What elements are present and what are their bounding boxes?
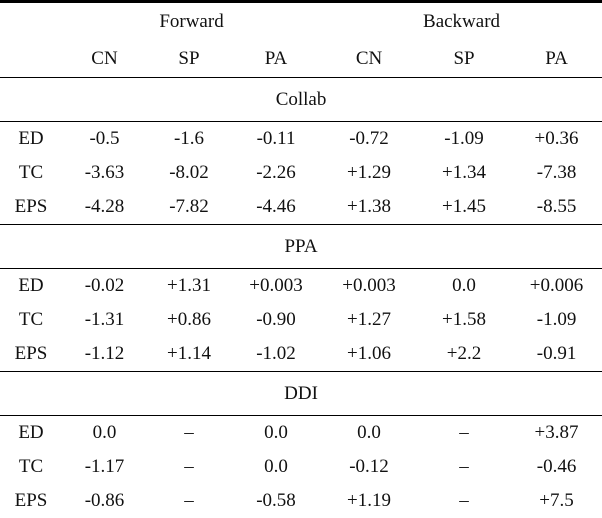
value-cell: -3.63 bbox=[84, 162, 125, 183]
subcolumn-header-row: CN SP PA CN SP PA bbox=[0, 41, 602, 78]
value-cell: -1.17 bbox=[84, 456, 125, 477]
value-cell: 0.0 bbox=[264, 456, 288, 477]
row-label: TC bbox=[18, 456, 44, 477]
section-title: Collab bbox=[0, 77, 602, 122]
column-group-backward: Backward bbox=[423, 11, 501, 32]
value-cell: +1.29 bbox=[347, 162, 392, 183]
table-row: EPS -4.28 -7.82 -4.46 +1.38 +1.45 -8.55 bbox=[0, 190, 602, 225]
row-label: ED bbox=[18, 275, 44, 296]
value-cell: -0.91 bbox=[511, 337, 602, 372]
row-label: ED bbox=[18, 422, 44, 443]
column-header-pa: PA bbox=[511, 41, 602, 78]
table-row: ED -0.5 -1.6 -0.11 -0.72 -1.09 +0.36 bbox=[0, 122, 602, 157]
table-row: EPS -1.12 +1.14 -1.02 +1.06 +2.2 -0.91 bbox=[0, 337, 602, 372]
table-row: ED -0.02 +1.31 +0.003 +0.003 0.0 +0.006 bbox=[0, 269, 602, 304]
value-cell: – bbox=[184, 456, 194, 477]
value-cell: -4.28 bbox=[62, 190, 147, 225]
value-cell: 0.0 bbox=[92, 422, 117, 443]
table-row: ED 0.0 – 0.0 0.0 – +3.87 bbox=[0, 416, 602, 451]
value-cell: – bbox=[459, 456, 469, 477]
value-cell: – bbox=[459, 422, 469, 443]
value-cell: -4.46 bbox=[231, 190, 322, 225]
value-cell: – bbox=[459, 490, 469, 511]
row-label: EPS bbox=[0, 190, 62, 225]
value-cell: -0.02 bbox=[84, 275, 125, 296]
value-cell: -0.46 bbox=[536, 456, 577, 477]
column-group-header-row: Forward Backward bbox=[0, 2, 602, 42]
value-cell: -0.90 bbox=[256, 309, 296, 330]
row-label: ED bbox=[18, 128, 44, 149]
value-cell: -1.31 bbox=[84, 309, 125, 330]
value-cell: -1.02 bbox=[231, 337, 322, 372]
value-cell: -7.82 bbox=[147, 190, 231, 225]
column-header-pa: PA bbox=[231, 41, 322, 78]
value-cell: – bbox=[184, 422, 194, 443]
value-cell: +0.006 bbox=[529, 275, 584, 296]
corner-spacer bbox=[0, 41, 62, 78]
value-cell: +0.003 bbox=[342, 275, 396, 296]
value-cell: -2.26 bbox=[256, 162, 296, 183]
section-title: PPA bbox=[0, 224, 602, 269]
column-header-sp: SP bbox=[417, 41, 512, 78]
corner-spacer bbox=[0, 2, 62, 42]
table-row: TC -1.31 +0.86 -0.90 +1.27 +1.58 -1.09 bbox=[0, 303, 602, 337]
value-cell: +1.31 bbox=[167, 275, 211, 296]
table-row: EPS -0.86 – -0.58 +1.19 – +7.5 bbox=[0, 484, 602, 518]
value-cell: 0.0 bbox=[357, 422, 381, 443]
value-cell: – bbox=[184, 490, 194, 511]
column-header-cn: CN bbox=[62, 41, 147, 78]
value-cell: -0.5 bbox=[89, 128, 120, 149]
value-cell: -0.12 bbox=[349, 456, 389, 477]
table-row: TC -1.17 – 0.0 -0.12 – -0.46 bbox=[0, 450, 602, 484]
value-cell: +1.58 bbox=[442, 309, 487, 330]
value-cell: 0.0 bbox=[452, 275, 476, 296]
value-cell: +0.003 bbox=[249, 275, 303, 296]
value-cell: -0.11 bbox=[256, 128, 296, 149]
section-title-row: DDI bbox=[0, 371, 602, 416]
value-cell: -1.6 bbox=[173, 128, 205, 149]
row-label: EPS bbox=[14, 490, 48, 511]
value-cell: -0.58 bbox=[256, 490, 296, 511]
value-cell: -1.09 bbox=[536, 309, 577, 330]
value-cell: +3.87 bbox=[534, 422, 579, 443]
row-label: EPS bbox=[0, 337, 62, 372]
row-label: TC bbox=[18, 162, 44, 183]
value-cell: +1.34 bbox=[442, 162, 487, 183]
value-cell: +1.06 bbox=[321, 337, 418, 372]
row-label: TC bbox=[18, 309, 44, 330]
value-cell: -1.12 bbox=[62, 337, 147, 372]
value-cell: +1.27 bbox=[347, 309, 392, 330]
value-cell: +1.14 bbox=[147, 337, 231, 372]
value-cell: +0.36 bbox=[534, 128, 579, 149]
table-row: TC -3.63 -8.02 -2.26 +1.29 +1.34 -7.38 bbox=[0, 156, 602, 190]
column-header-cn: CN bbox=[321, 41, 418, 78]
value-cell: +2.2 bbox=[417, 337, 512, 372]
value-cell: +1.45 bbox=[417, 190, 512, 225]
column-group-forward: Forward bbox=[159, 11, 224, 32]
value-cell: +7.5 bbox=[539, 490, 574, 511]
value-cell: -8.02 bbox=[169, 162, 209, 183]
section-title-row: PPA bbox=[0, 224, 602, 269]
section-title: DDI bbox=[0, 371, 602, 416]
value-cell: +0.86 bbox=[167, 309, 211, 330]
value-cell: -0.72 bbox=[349, 128, 389, 149]
value-cell: +1.19 bbox=[347, 490, 392, 511]
value-cell: -1.09 bbox=[444, 128, 484, 149]
value-cell: 0.0 bbox=[264, 422, 288, 443]
value-cell: -0.86 bbox=[84, 490, 125, 511]
value-cell: -8.55 bbox=[511, 190, 602, 225]
value-cell: +1.38 bbox=[321, 190, 418, 225]
column-header-sp: SP bbox=[147, 41, 231, 78]
section-title-row: Collab bbox=[0, 77, 602, 122]
value-cell: -7.38 bbox=[536, 162, 577, 183]
